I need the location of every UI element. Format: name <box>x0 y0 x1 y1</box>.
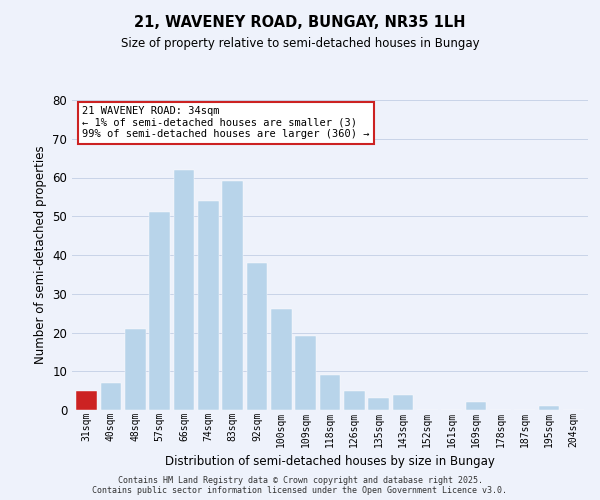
Text: Size of property relative to semi-detached houses in Bungay: Size of property relative to semi-detach… <box>121 38 479 51</box>
Bar <box>368 398 389 410</box>
Bar <box>125 328 146 410</box>
Bar <box>247 263 268 410</box>
Bar <box>173 170 194 410</box>
Bar <box>295 336 316 410</box>
X-axis label: Distribution of semi-detached houses by size in Bungay: Distribution of semi-detached houses by … <box>165 455 495 468</box>
Text: 21, WAVENEY ROAD, BUNGAY, NR35 1LH: 21, WAVENEY ROAD, BUNGAY, NR35 1LH <box>134 15 466 30</box>
Bar <box>271 309 292 410</box>
Bar <box>466 402 487 410</box>
Bar <box>101 383 121 410</box>
Bar <box>76 390 97 410</box>
Bar <box>539 406 559 410</box>
Bar <box>320 375 340 410</box>
Text: 21 WAVENEY ROAD: 34sqm
← 1% of semi-detached houses are smaller (3)
99% of semi-: 21 WAVENEY ROAD: 34sqm ← 1% of semi-deta… <box>82 106 370 140</box>
Bar <box>222 182 243 410</box>
Bar <box>392 394 413 410</box>
Text: Contains HM Land Registry data © Crown copyright and database right 2025.
Contai: Contains HM Land Registry data © Crown c… <box>92 476 508 495</box>
Bar <box>344 390 365 410</box>
Bar <box>198 200 218 410</box>
Bar <box>149 212 170 410</box>
Y-axis label: Number of semi-detached properties: Number of semi-detached properties <box>34 146 47 364</box>
